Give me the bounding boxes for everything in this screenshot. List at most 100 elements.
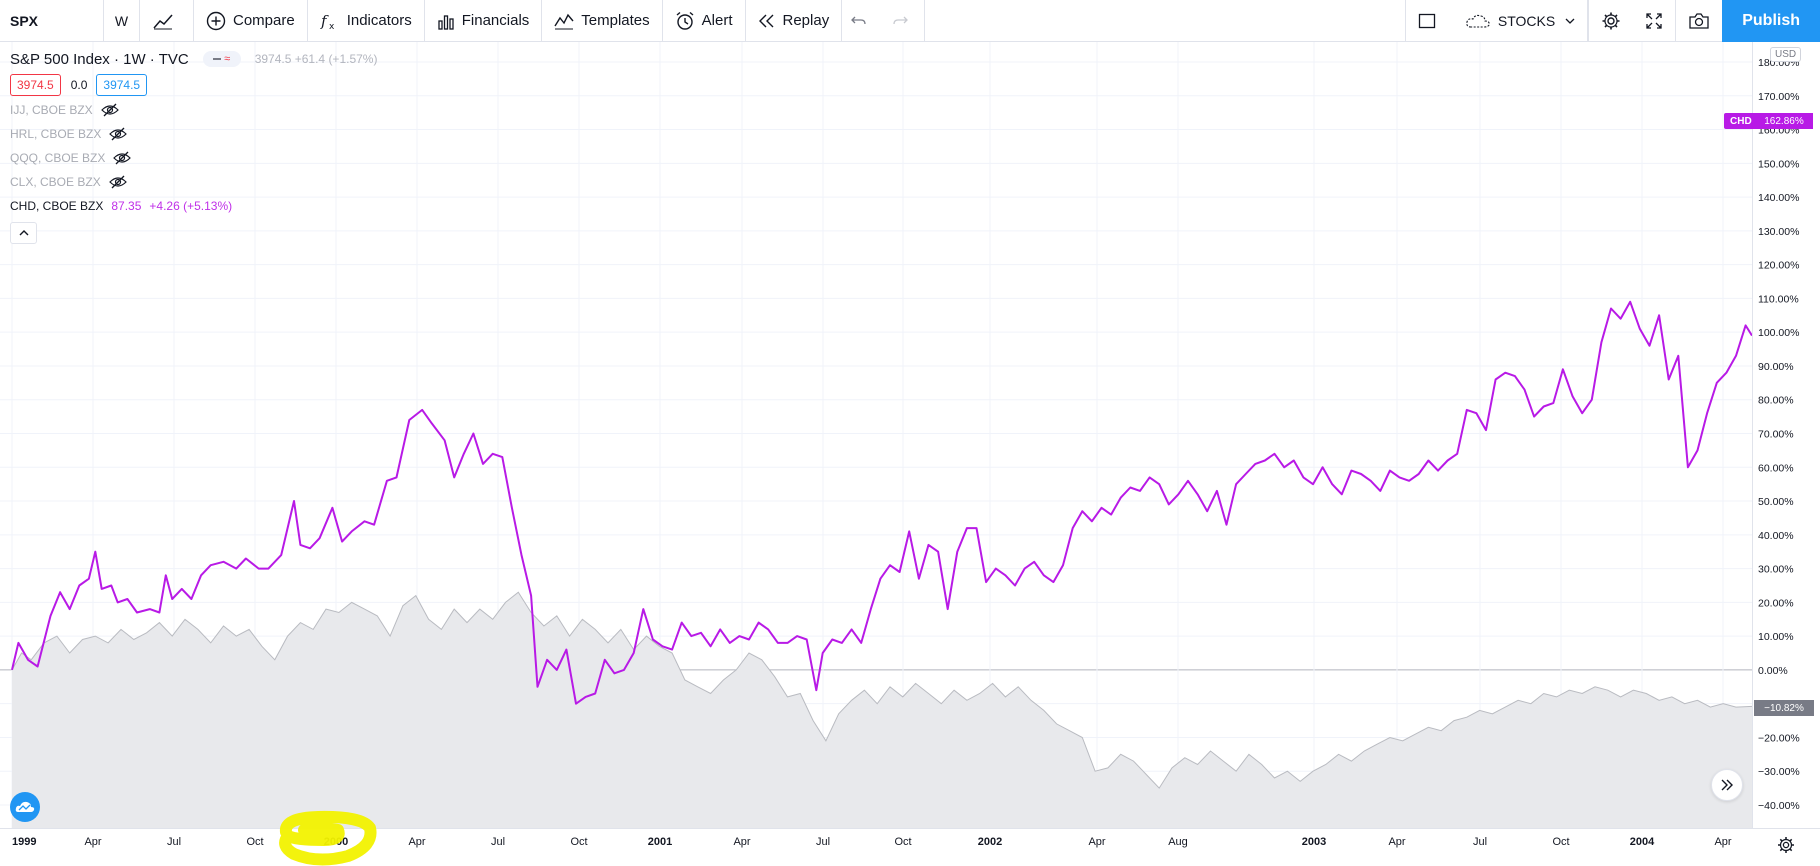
eye-crossed-icon[interactable] — [108, 175, 127, 189]
layout-button[interactable]: STOCKS — [1455, 0, 1589, 42]
compare-label: Compare — [233, 12, 295, 29]
base-series-area — [11, 591, 1753, 829]
candles-icon — [153, 14, 173, 29]
price-scale[interactable]: 180.00%170.00%160.00%150.00%140.00%130.0… — [1752, 42, 1800, 828]
snapshot-button[interactable] — [1675, 0, 1722, 42]
series-marker-label: CHD — [1724, 113, 1758, 129]
comparison-row[interactable]: CHD, CBOE BZX 87.35 +4.26 (+5.13%) — [10, 194, 377, 218]
x-tick-label: Oct — [246, 836, 263, 848]
gear-icon — [1778, 837, 1794, 853]
comparison-change: +4.26 (+5.13%) — [149, 199, 233, 213]
x-tick-label: Oct — [570, 836, 587, 848]
comparison-label: QQQ, CBOE BZX — [10, 151, 106, 165]
comparison-row[interactable]: QQQ, CBOE BZX — [10, 146, 377, 170]
redo-icon — [893, 16, 909, 24]
bar-chart-icon — [438, 14, 454, 30]
templates-label: Templates — [581, 12, 650, 29]
alert-button[interactable]: Alert — [663, 0, 746, 42]
y-tick-label: 110.00% — [1758, 293, 1799, 305]
compare-button[interactable]: Compare — [194, 0, 308, 42]
time-scale[interactable]: 1999 Apr Jul Oct 2000 Apr Jul Oct 2001 Apr Jul Oct 2… — [0, 828, 1820, 849]
y-tick-label: 40.00% — [1758, 530, 1794, 542]
eye-crossed-icon[interactable] — [113, 151, 132, 165]
x-tick-label: Jul — [816, 836, 830, 848]
symbol-search[interactable]: SPX — [0, 0, 104, 42]
y-tick-label: 150.00% — [1758, 158, 1799, 170]
base-last-value: −10.82% — [1754, 700, 1814, 716]
undo-button[interactable] — [842, 0, 883, 42]
comparison-label: CLX, CBOE BZX — [10, 175, 101, 189]
chd-line-path — [11, 300, 1753, 705]
financials-button[interactable]: Financials — [425, 0, 543, 42]
square-icon — [1418, 13, 1436, 28]
main-series-title[interactable]: S&P 500 Index · 1W · TVC — [10, 50, 189, 68]
spread-value: 0.0 — [70, 78, 88, 92]
highlighter-annotation — [279, 810, 377, 866]
comparison-legend: IJJ, CBOE BZX HRL, CBOE BZX QQQ, CBOE BZX C… — [10, 98, 377, 218]
scroll-to-realtime-button[interactable] — [1711, 769, 1743, 801]
buy-price-button[interactable]: 3974.5 — [96, 74, 148, 96]
eye-crossed-icon[interactable] — [109, 127, 128, 141]
collapse-legend-button[interactable] — [10, 222, 37, 244]
double-chevron-right-icon — [1721, 779, 1733, 791]
y-tick-label: 140.00% — [1758, 192, 1799, 204]
layout-name: STOCKS — [1497, 12, 1556, 29]
base-area-fill — [12, 592, 1752, 829]
price-chart[interactable]: 180.00%170.00%160.00%150.00%140.00%130.0… — [0, 42, 1820, 866]
main-series-values: 3974.5 +61.4 (+1.57%) — [254, 52, 378, 66]
comparison-row[interactable]: HRL, CBOE BZX — [10, 122, 377, 146]
x-tick-label: 2001 — [648, 836, 672, 848]
base-series-line — [11, 591, 1753, 789]
cloud-chart-icon — [15, 801, 35, 812]
interval-button[interactable]: W — [104, 0, 140, 42]
svg-text:f: f — [320, 12, 329, 30]
indicators-label: Indicators — [346, 12, 412, 29]
series-last-value: 162.86% — [1755, 113, 1813, 129]
fullscreen-select-button[interactable] — [1404, 0, 1455, 42]
financials-label: Financials — [461, 12, 530, 29]
legend-toggle[interactable]: ≈ — [202, 51, 241, 67]
tradingview-logo[interactable] — [10, 792, 40, 822]
alert-label: Alert — [701, 12, 733, 29]
svg-text:x: x — [329, 22, 335, 31]
templates-button[interactable]: Templates — [542, 0, 663, 42]
chd-series-line — [11, 300, 1753, 705]
comparison-label: HRL, CBOE BZX — [10, 127, 102, 141]
x-tick-label: Jul — [1473, 836, 1487, 848]
y-tick-label: 80.00% — [1758, 395, 1794, 407]
chart-style-button[interactable] — [140, 0, 194, 42]
x-tick-label: Apr — [733, 836, 750, 848]
main-series-legend: S&P 500 Index · 1W · TVC ≈ 3974.5 +61.4 … — [10, 48, 377, 70]
fullscreen-button[interactable] — [1633, 0, 1675, 42]
plus-circle-icon — [206, 11, 226, 30]
y-tick-label: 70.00% — [1758, 429, 1794, 441]
comparison-row[interactable]: CLX, CBOE BZX — [10, 170, 377, 194]
chevron-up-icon — [19, 230, 28, 236]
y-tick-label: 0.00% — [1758, 665, 1788, 677]
comparison-row[interactable]: IJJ, CBOE BZX — [10, 98, 377, 122]
x-tick-label: 2003 — [1302, 836, 1326, 848]
minus-icon — [213, 58, 222, 60]
y-tick-label: 10.00% — [1758, 631, 1794, 643]
eye-crossed-icon[interactable] — [100, 103, 119, 117]
chevron-down-icon — [1565, 18, 1575, 24]
x-tick-label: Apr — [408, 836, 425, 848]
x-tick-label: Apr — [1088, 836, 1105, 848]
redo-button[interactable] — [883, 0, 926, 42]
publish-button[interactable]: Publish — [1722, 0, 1820, 42]
y-tick-label: 30.00% — [1758, 564, 1794, 576]
x-tick-label: Aug — [1168, 836, 1188, 848]
scale-settings-button[interactable] — [1776, 835, 1796, 855]
x-tick-label: Jul — [167, 836, 181, 848]
y-tick-label: −20.00% — [1758, 732, 1800, 744]
y-tick-label: 100.00% — [1758, 327, 1799, 339]
y-tick-label: 20.00% — [1758, 597, 1794, 609]
replay-button[interactable]: Replay — [746, 0, 843, 42]
currency-label[interactable]: USD — [1770, 47, 1802, 62]
x-tick-label: 1999 — [12, 836, 36, 848]
sell-price-button[interactable]: 3974.5 — [10, 74, 61, 96]
settings-button[interactable] — [1588, 0, 1633, 42]
x-tick-label: Apr — [1388, 836, 1405, 848]
